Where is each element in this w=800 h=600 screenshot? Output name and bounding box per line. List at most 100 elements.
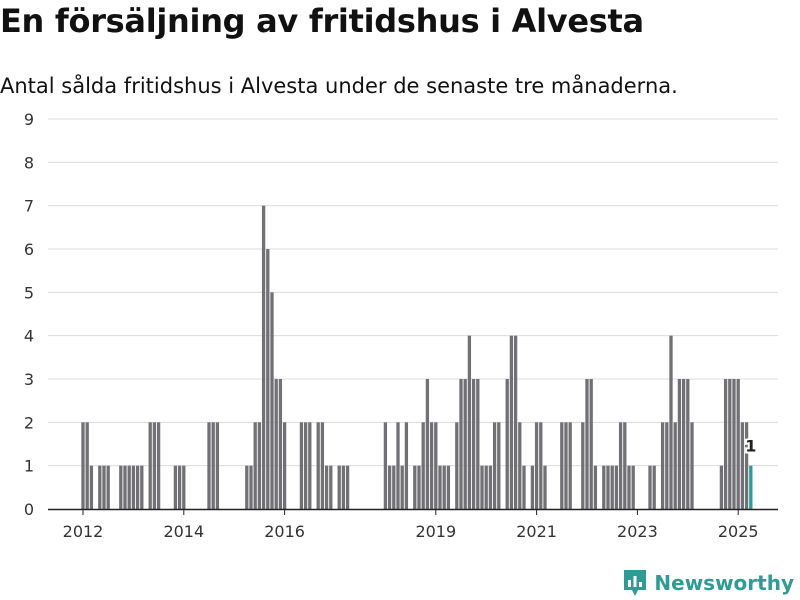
- bar: [488, 465, 493, 509]
- bar: [324, 465, 329, 509]
- bar: [543, 465, 547, 509]
- bar: [341, 465, 346, 509]
- bar: [459, 379, 463, 509]
- bar: [85, 422, 89, 509]
- bar: [513, 335, 518, 509]
- bar: [303, 422, 308, 509]
- bar: [383, 422, 388, 509]
- bar: [652, 465, 656, 509]
- bar: [417, 465, 421, 509]
- bar: [723, 379, 728, 509]
- bar: [614, 465, 619, 509]
- bar: [665, 422, 669, 509]
- bar: [610, 465, 614, 509]
- bar: [215, 422, 220, 509]
- bar: [719, 465, 724, 509]
- bar: [438, 465, 442, 509]
- bar: [396, 422, 400, 509]
- bar: [127, 465, 131, 509]
- bar: [732, 379, 736, 509]
- bar: [589, 379, 593, 509]
- bar: [249, 465, 253, 509]
- bar: [476, 379, 480, 509]
- bar: [177, 465, 182, 509]
- bar: [564, 422, 568, 509]
- bar: [207, 422, 211, 509]
- bar: [89, 465, 94, 509]
- bar: [152, 422, 157, 509]
- bar: [434, 422, 438, 509]
- bar: [392, 465, 396, 509]
- bar: [98, 465, 102, 509]
- bar: [320, 422, 325, 509]
- bar: [606, 465, 610, 509]
- bar: [270, 292, 274, 509]
- bar: [257, 422, 262, 509]
- x-tick-label: 2025: [718, 522, 759, 541]
- bar: [429, 422, 434, 509]
- bar: [261, 205, 266, 509]
- bar: [539, 422, 543, 509]
- newsworthy-brand: Newsworthy: [622, 568, 794, 598]
- bar: [148, 422, 152, 509]
- bar: [648, 465, 652, 509]
- bar: [421, 422, 425, 509]
- bar: [387, 465, 392, 509]
- y-tick-label: 5: [24, 283, 34, 302]
- bar: [631, 465, 635, 509]
- bar: [81, 422, 85, 509]
- bar: [522, 465, 526, 509]
- bar: [400, 465, 404, 509]
- bar: [660, 422, 665, 509]
- bar: [119, 465, 123, 509]
- bar: [677, 379, 682, 509]
- bar: [505, 379, 509, 509]
- bar: [413, 465, 417, 509]
- bar-chart: 0 1 2 3 4 5 6 7 8 9 1 2012 2014 2016 2019 2021 2023 2025: [24, 110, 778, 541]
- bar: [316, 422, 320, 509]
- bar: [740, 422, 745, 509]
- bar: [245, 465, 249, 509]
- y-tick-label: 0: [24, 500, 34, 519]
- y-tick-label: 6: [24, 240, 34, 259]
- bar: [173, 465, 178, 509]
- bar: [282, 422, 287, 509]
- bar: [497, 422, 501, 509]
- x-tick-label: 2014: [163, 522, 204, 541]
- brand-name: Newsworthy: [654, 571, 794, 595]
- bar: [593, 465, 598, 509]
- bar: [669, 335, 673, 509]
- bar: [673, 422, 677, 509]
- bar: [123, 465, 127, 509]
- bar: [480, 465, 484, 509]
- bar: [581, 422, 585, 509]
- bar: [463, 379, 467, 509]
- bar: [345, 465, 350, 509]
- bar: [299, 422, 304, 509]
- y-tick-label: 4: [24, 327, 34, 346]
- bar: [471, 379, 476, 509]
- bar: [568, 422, 572, 509]
- bar: [744, 422, 749, 509]
- bar: [446, 465, 451, 509]
- bar: [131, 465, 136, 509]
- bar: [106, 465, 110, 509]
- bar: [266, 249, 270, 509]
- bar: [182, 465, 186, 509]
- chart-title: En försäljning av fritidshus i Alvesta: [0, 2, 644, 40]
- x-tick-label: 2012: [63, 522, 104, 541]
- bar: [728, 379, 732, 509]
- chart-subtitle: Antal sålda fritidshus i Alvesta under d…: [0, 74, 678, 98]
- bar: [534, 422, 539, 509]
- bar: [585, 379, 589, 509]
- bar: [442, 465, 446, 509]
- bar: [253, 422, 257, 509]
- chart-logo-icon: [624, 570, 647, 596]
- x-tick-label: 2023: [617, 522, 658, 541]
- bar: [602, 465, 606, 509]
- x-tick-label: 2021: [516, 522, 557, 541]
- bar: [455, 422, 459, 509]
- y-tick-label: 2: [24, 413, 34, 432]
- bar: [102, 465, 106, 509]
- bar: [308, 422, 312, 509]
